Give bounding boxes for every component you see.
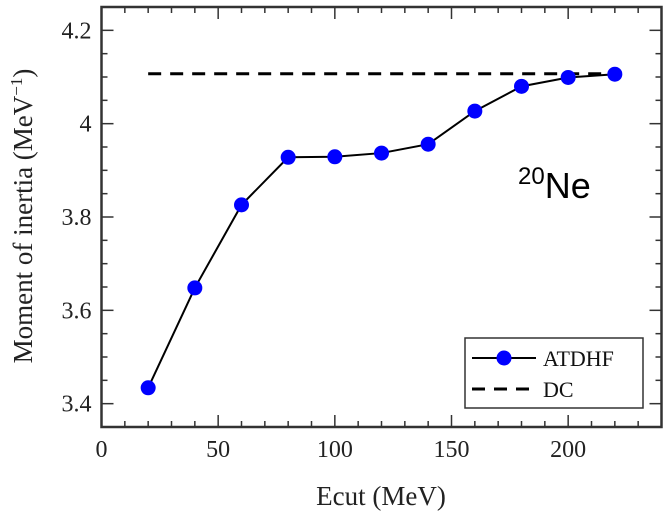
y-axis-label: Moment of inertia (MeV−1) (7, 69, 38, 364)
atdhf-point (467, 103, 483, 119)
legend-atdhf-marker (496, 350, 512, 366)
plot-series (140, 66, 623, 396)
y-tick-label: 4 (80, 112, 92, 138)
legend-dc-label: DC (543, 377, 574, 402)
atdhf-point (607, 66, 623, 82)
x-tick-label: 100 (317, 437, 353, 463)
x-tick-label: 50 (206, 437, 230, 463)
nucleus-element: Ne (545, 165, 591, 206)
atdhf-point (234, 197, 249, 213)
plot-frame (100, 5, 663, 429)
y-tick-label: 3.6 (62, 298, 92, 324)
atdhf-point (140, 380, 156, 396)
atdhf-point (187, 280, 203, 296)
atdhf-point (280, 149, 296, 165)
y-tick-label: 3.8 (62, 205, 92, 231)
atdhf-point (327, 149, 343, 165)
legend: ATDHF DC (464, 337, 644, 409)
atdhf-point (514, 78, 529, 94)
atdhf-point (374, 145, 389, 161)
y-tick-label: 3.4 (62, 392, 92, 418)
x-tick-label: 0 (96, 437, 108, 463)
y-axis-label-main: Moment of inertia (MeV (8, 95, 38, 363)
axis-ticks: 0 50 100 150 200 3.4 3.6 3.8 4 4.2 (62, 7, 662, 463)
x-axis-label: Ecut (MeV) (316, 481, 446, 511)
y-axis-label-sup: −1 (7, 78, 26, 96)
atdhf-point (560, 69, 576, 85)
y-axis-label-close: ) (8, 69, 38, 78)
x-tick-label: 150 (434, 437, 470, 463)
y-tick-label: 4.2 (62, 18, 92, 44)
nucleus-annotation: 20Ne (518, 163, 591, 206)
x-tick-label: 200 (550, 437, 586, 463)
nucleus-mass-number: 20 (518, 163, 545, 190)
atdhf-point (420, 136, 436, 152)
legend-box (464, 337, 644, 409)
legend-atdhf-label: ATDHF (543, 346, 614, 371)
